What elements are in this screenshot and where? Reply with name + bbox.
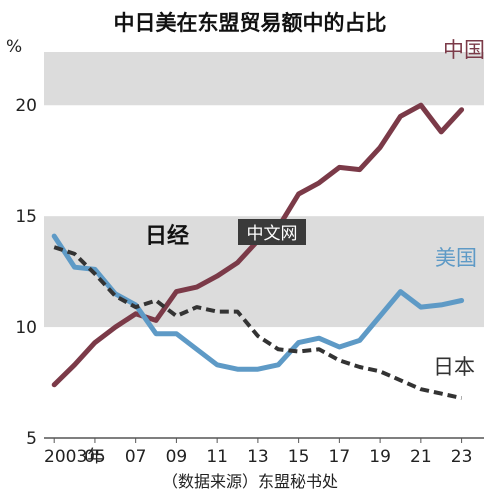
x-tick-label: 17 [329,447,351,467]
series-line-2 [53,245,463,401]
background-band-0 [44,52,484,106]
x-tick-label: 21 [410,447,432,467]
y-axis-ticks: 5 10 15 20 [15,96,37,449]
x-tick-label: 13 [247,447,269,467]
y-tick-label: 20 [15,96,37,116]
series-label-1: 美国 [435,246,477,270]
series-label-2: 日本 [433,355,475,379]
x-tick-label: 19 [369,447,391,467]
x-tick-label: 15 [288,447,310,467]
x-tick-label: 05 [84,447,106,467]
watermark: 日经 中文网 [145,219,306,249]
data-source: （数据来源）东盟秘书处 [162,472,338,491]
x-tick-label: 23 [451,447,473,467]
watermark-site: 中文网 [247,224,298,244]
y-tick-label: 10 [15,318,37,338]
x-tick-label: 2003年 [44,447,104,467]
x-tick-label: 11 [206,447,228,467]
watermark-logo: 日经 [145,223,189,249]
y-tick-label: 5 [26,429,37,449]
x-tick-label: 09 [166,447,188,467]
x-tick-label: 07 [125,447,147,467]
chart-title: 中日美在东盟贸易额中的占比 [114,11,387,35]
watermark-box [238,219,306,245]
y-tick-label: 15 [15,207,37,227]
series-label-0: 中国 [443,38,485,62]
y-axis-unit: % [6,37,22,57]
